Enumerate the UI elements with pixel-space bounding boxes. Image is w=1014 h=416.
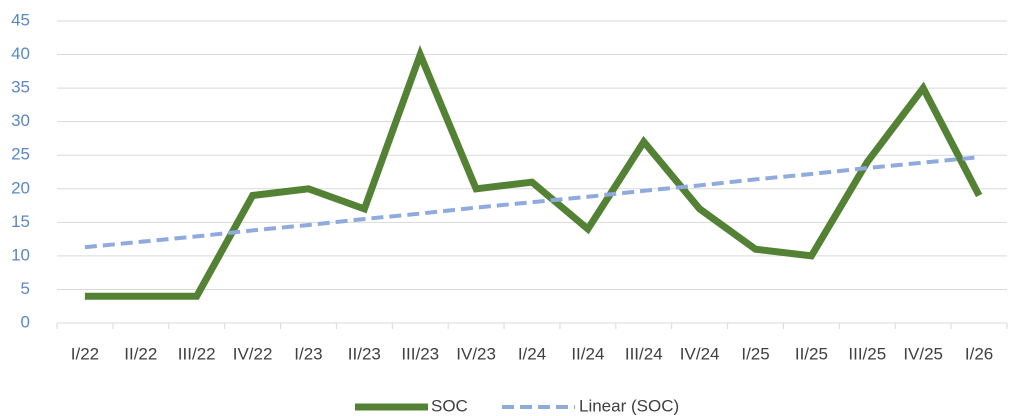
x-tick-label: I/22 (71, 344, 99, 363)
legend-label: SOC (431, 396, 468, 415)
x-tick-label: III/24 (625, 344, 663, 363)
x-tick-label: II/23 (348, 344, 381, 363)
x-tick-label: III/22 (178, 344, 216, 363)
x-tick-label: II/22 (124, 344, 157, 363)
y-tick-label: 45 (11, 10, 30, 29)
x-tick-label: III/25 (848, 344, 886, 363)
x-tick-label: II/24 (571, 344, 604, 363)
y-tick-label: 10 (11, 245, 30, 264)
x-tick-label: I/26 (965, 344, 993, 363)
x-tick-label: III/23 (401, 344, 439, 363)
series-line (84, 44, 983, 300)
x-tick-label: IV/23 (456, 344, 496, 363)
trend-line (84, 155, 980, 250)
y-tick-label: 5 (21, 279, 30, 298)
x-tick-label: IV/25 (903, 344, 943, 363)
x-tick-label: I/25 (741, 344, 769, 363)
y-tick-label: 15 (11, 212, 30, 231)
x-tick-label: IV/24 (680, 344, 720, 363)
x-tick-label: I/23 (294, 344, 322, 363)
x-tick-label: I/24 (518, 344, 546, 363)
legend-label: Linear (SOC) (579, 396, 679, 415)
y-tick-label: 20 (11, 178, 30, 197)
x-tick-label: II/25 (795, 344, 828, 363)
y-tick-label: 25 (11, 145, 30, 164)
y-tick-label: 0 (21, 312, 30, 331)
y-tick-label: 30 (11, 111, 30, 130)
y-tick-label: 35 (11, 78, 30, 97)
y-tick-label: 40 (11, 44, 30, 63)
x-tick-label: IV/22 (233, 344, 273, 363)
